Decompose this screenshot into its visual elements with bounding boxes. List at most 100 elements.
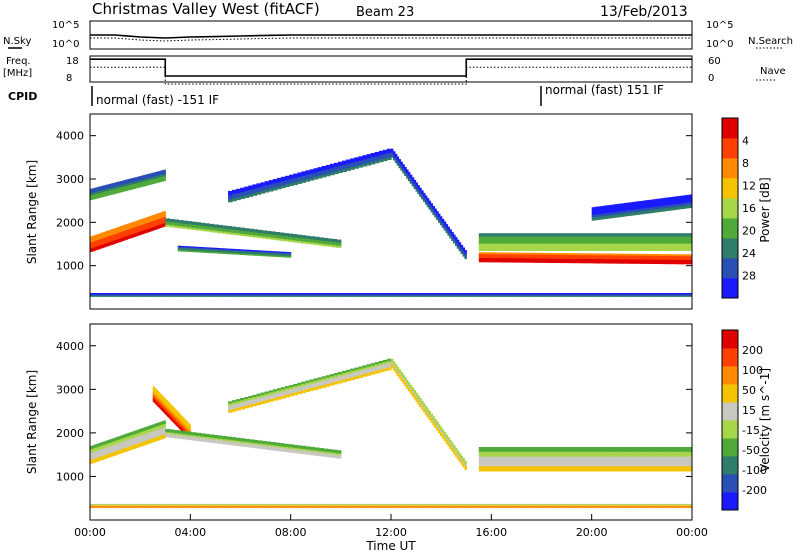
heatmap-cell: [276, 394, 282, 398]
heatmap-cell: [402, 171, 405, 174]
heatmap-cell: [617, 240, 624, 245]
heatmap-cell: [142, 181, 146, 185]
heatmap-cell: [270, 506, 287, 508]
heatmap-cell: [411, 180, 415, 183]
heatmap-cell: [564, 247, 570, 251]
heatmap-cell: [137, 436, 140, 441]
heatmap-cell: [374, 160, 380, 164]
heatmap-cell: [654, 206, 658, 210]
heatmap-cell: [526, 461, 533, 467]
heatmap-cell: [606, 247, 613, 251]
heatmap-cell: [649, 204, 653, 208]
heatmap-cell: [305, 176, 311, 180]
heatmap-cell: [329, 163, 335, 167]
heatmap-cell: [382, 149, 388, 153]
heatmap-cell: [285, 386, 290, 389]
heatmap-cell: [174, 430, 179, 433]
heatmap-cell: [127, 432, 131, 437]
heatmap-cell: [239, 232, 245, 235]
heatmap-cell: [180, 415, 183, 419]
heatmap-cell: [144, 178, 148, 182]
heatmap-cell: [638, 257, 645, 261]
heatmap-cell: [447, 230, 450, 233]
heatmap-cell: [687, 202, 691, 206]
heatmap-cell: [317, 169, 323, 172]
heatmap-cell: [170, 416, 173, 421]
heatmap-cell: [612, 257, 618, 260]
heatmap-cell: [253, 229, 258, 232]
heatmap-cell: [239, 252, 244, 254]
heatmap-cell: [268, 252, 272, 254]
heatmap-cell: [571, 505, 588, 507]
heatmap-cell: [285, 182, 290, 185]
heatmap-cell: [253, 444, 258, 447]
heatmap-cell: [436, 504, 452, 506]
heatmap-cell: [426, 205, 430, 208]
heatmap-cell: [394, 159, 398, 162]
heatmap-cell: [166, 413, 169, 417]
heatmap-cell: [671, 199, 675, 203]
heatmap-cell: [489, 447, 496, 453]
heatmap-cell: [453, 241, 456, 244]
heatmap-cell: [137, 443, 140, 448]
heatmap-cell: [140, 431, 144, 436]
heatmap-cell: [634, 206, 638, 210]
heatmap-cell: [638, 447, 645, 453]
heatmap-cell: [91, 190, 95, 194]
heatmap-cell: [382, 158, 388, 162]
heatmap-cell: [521, 252, 528, 256]
heatmap-cell: [235, 228, 241, 231]
heatmap-cell: [641, 211, 645, 215]
heatmap-cell: [279, 232, 285, 235]
heatmap-cell: [251, 254, 255, 256]
heatmap-cell: [644, 257, 650, 261]
heatmap-cell: [161, 211, 164, 216]
heatmap-cell: [494, 256, 501, 259]
heatmap-cell: [164, 408, 167, 412]
heatmap-cell: [209, 436, 215, 439]
heatmap-cell: [428, 205, 432, 209]
heatmap-cell: [601, 259, 608, 262]
power-heatmap: [90, 148, 692, 297]
heatmap-cell: [240, 295, 257, 297]
heatmap-cell: [191, 246, 196, 248]
heatmap-cell: [556, 295, 573, 297]
heatmap-cell: [266, 443, 272, 446]
heatmap-cell: [441, 224, 445, 227]
heatmap-cell: [354, 367, 359, 371]
heatmap-cell: [633, 253, 640, 257]
heatmap-cell: [622, 243, 629, 248]
heatmap-cell: [187, 433, 193, 436]
heatmap-cell: [419, 405, 422, 408]
heatmap-cell: [285, 503, 302, 506]
heatmap-cell: [449, 445, 452, 448]
heatmap-cell: [612, 461, 618, 467]
heatmap-cell: [392, 154, 396, 157]
heatmap-cell: [231, 253, 235, 255]
heatmap-cell: [187, 225, 193, 228]
heatmap-cell: [489, 233, 496, 238]
heatmap-cell: [569, 456, 576, 462]
heatmap-cell: [449, 229, 452, 232]
heatmap-cell: [226, 439, 232, 442]
heatmap-cell: [261, 230, 267, 233]
heatmap-cell: [248, 251, 252, 254]
heatmap-cell: [160, 393, 162, 398]
heatmap-cell: [406, 506, 422, 508]
heatmap-cell: [532, 447, 538, 453]
heatmap-cell: [378, 367, 384, 371]
heatmap-cell: [108, 239, 112, 243]
heatmap-cell: [240, 192, 245, 195]
heatmap-cell: [489, 240, 496, 245]
heatmap-cell: [178, 424, 180, 429]
heatmap-cell: [375, 293, 392, 295]
heatmap-cell: [606, 210, 610, 214]
heatmap-cell: [478, 466, 485, 472]
heatmap-cell: [210, 293, 226, 295]
heatmap-cell: [553, 233, 560, 238]
heatmap-cell: [135, 233, 138, 237]
heatmap-cell: [135, 433, 138, 438]
heatmap-cell: [137, 429, 140, 434]
heatmap-cell: [636, 211, 640, 215]
heatmap-cell: [451, 447, 454, 450]
